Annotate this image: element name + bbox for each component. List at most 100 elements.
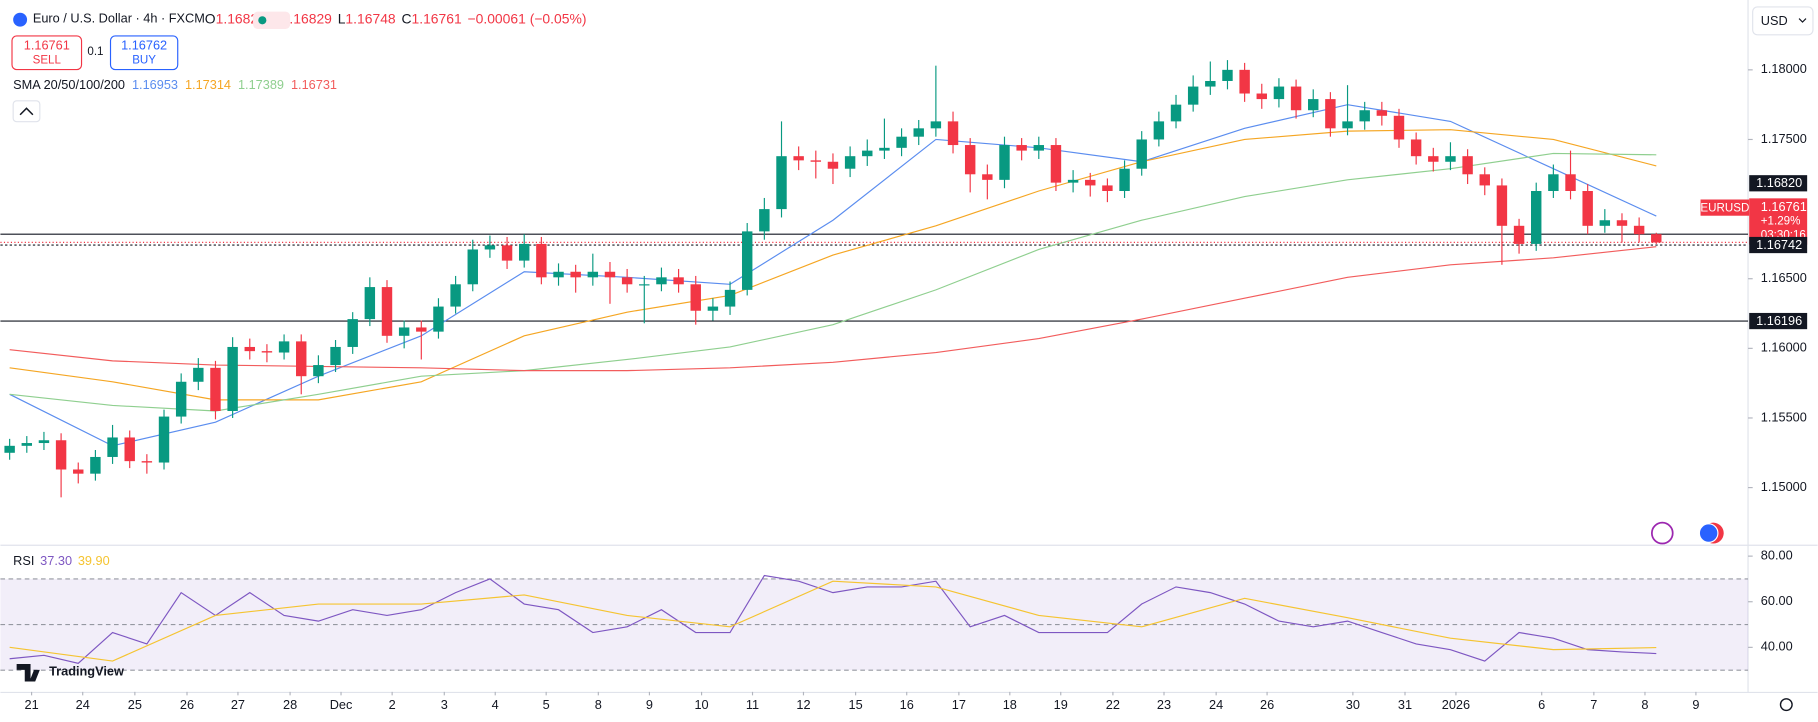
y-tick-label: 1.15000: [1761, 479, 1807, 494]
candle-body: [587, 271, 599, 278]
price-line-label: 1.16196: [1756, 313, 1802, 328]
candle-body: [1239, 69, 1250, 94]
candle-body: [175, 381, 187, 417]
candle-body: [1496, 185, 1508, 226]
x-tick-label: 23: [1157, 697, 1171, 712]
candle-body: [398, 327, 410, 336]
candle-body: [1290, 86, 1302, 111]
candle-body: [484, 245, 496, 250]
plot-layer: 1.150001.155001.160001.165001.170001.175…: [0, 60, 1808, 712]
candle-body: [1548, 174, 1559, 191]
candle-body: [999, 145, 1010, 180]
candle-body: [519, 243, 530, 261]
candle-body: [947, 121, 959, 146]
price-line-label: 1.16820: [1756, 175, 1802, 190]
collapse-button[interactable]: [12, 100, 41, 123]
sell-button[interactable]: [11, 35, 83, 71]
candle-body: [227, 346, 238, 412]
candle-body: [1342, 121, 1353, 129]
symbol-title: Euro / U.S. Dollar · 4h · FXCMO1.16822H1…: [33, 10, 587, 26]
candle-body: [1119, 168, 1130, 191]
x-tick-label: 7: [1590, 697, 1597, 712]
sma-legend-value: 1.17314: [185, 77, 231, 92]
x-tick-label: 19: [1054, 697, 1068, 712]
brand-logo: TradingView: [49, 664, 124, 679]
candle-body: [1170, 104, 1182, 122]
candle-body: [862, 150, 873, 157]
candle-body: [879, 147, 890, 151]
candle-body: [776, 156, 787, 210]
rsi-legend-value: 39.90: [78, 553, 110, 568]
status-badge[interactable]: [253, 11, 291, 29]
candle-body: [896, 136, 907, 148]
candle-body: [278, 341, 290, 353]
x-tick-label: 4: [492, 697, 499, 712]
x-tick-label: 8: [1641, 697, 1648, 712]
candle-body: [1102, 185, 1113, 191]
candle-body: [364, 287, 376, 320]
candle-body: [501, 245, 513, 261]
x-tick-label: 31: [1398, 697, 1412, 712]
candle-body: [621, 277, 633, 285]
candle-body: [1651, 234, 1662, 243]
buy-button[interactable]: [109, 35, 179, 71]
candle-body: [1067, 179, 1079, 183]
ohlc-value: 1.16748: [345, 10, 395, 26]
y-tick-label: 1.17500: [1761, 131, 1807, 146]
ohlc-key: O: [205, 10, 216, 26]
candle-body: [810, 160, 822, 162]
candle-body: [1393, 115, 1405, 140]
candle-body: [1308, 99, 1319, 111]
rsi-line: [9, 580, 1657, 662]
candle-body: [381, 287, 393, 336]
candle-body: [673, 277, 684, 285]
candle-body: [1582, 190, 1593, 226]
candle-body: [793, 156, 804, 161]
y-tick-label: 1.16500: [1761, 270, 1807, 285]
candle-body: [1633, 225, 1645, 235]
x-tick-label: 18: [1003, 697, 1017, 712]
x-tick-label: 15: [849, 697, 863, 712]
candle-body: [604, 271, 616, 278]
y-tick-label: 1.16000: [1761, 340, 1807, 355]
candle-body: [1410, 139, 1422, 157]
x-tick-label: 28: [283, 697, 297, 712]
current-price-label: 1.16761: [1761, 199, 1807, 214]
currency-dropdown[interactable]: [1752, 6, 1814, 36]
candle-body: [690, 284, 701, 311]
y-tick-label: 80.00: [1761, 547, 1793, 562]
x-tick-label: Dec: [330, 697, 353, 712]
rsi-legend-title: RSI: [13, 553, 34, 568]
x-tick-label: 3: [441, 697, 448, 712]
settings-icon[interactable]: [1779, 698, 1793, 712]
x-tick-label: 2: [389, 697, 396, 712]
candle-body: [1050, 145, 1062, 183]
candle-body: [90, 456, 101, 474]
candle-body: [416, 327, 427, 332]
candle-body: [1616, 220, 1628, 226]
candle-body: [827, 161, 839, 169]
sma-line: [9, 246, 1657, 372]
buy-price: 1.16762: [121, 38, 167, 53]
candle-body: [141, 461, 153, 463]
candle-body: [38, 440, 50, 444]
candle-body: [759, 209, 770, 232]
price-line-box: [1749, 312, 1808, 330]
candle-body: [1462, 156, 1473, 175]
sma-line: [9, 152, 1657, 412]
x-tick-label: 24: [76, 697, 90, 712]
x-tick-label: 16: [900, 697, 914, 712]
x-tick-label: 26: [1260, 697, 1274, 712]
candle-body: [73, 469, 84, 474]
price-change: −0.00061 (−0.05%): [468, 10, 587, 26]
spread: 0.1: [87, 46, 103, 58]
candle-body: [1016, 145, 1027, 151]
sma-legend-value: 1.16731: [291, 77, 337, 92]
candle-body: [1565, 174, 1576, 191]
ohlc-key: C: [401, 10, 411, 26]
dropdown-caret: [1798, 18, 1807, 23]
current-change-label: +1.29%: [1761, 216, 1801, 228]
y-tick-label: 1.18000: [1761, 61, 1807, 76]
events-icon[interactable]: [1650, 521, 1674, 545]
